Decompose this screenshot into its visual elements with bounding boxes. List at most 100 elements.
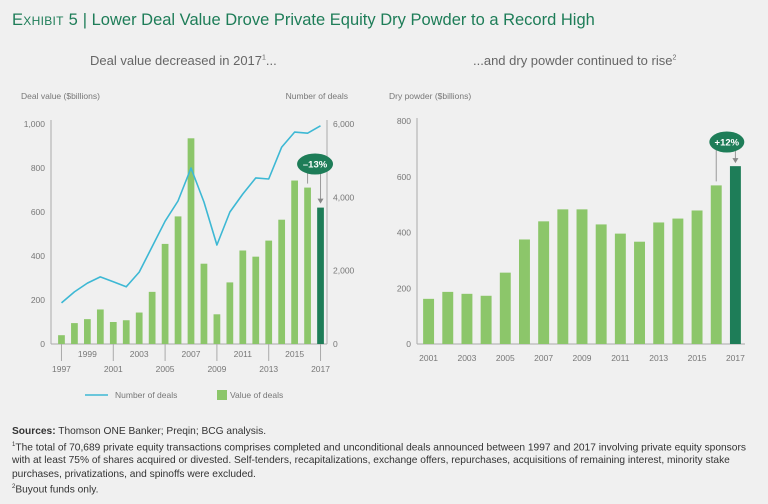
x-tick-label: 2007: [182, 349, 201, 359]
dry-powder-x-tick-label: 2013: [649, 353, 668, 363]
dry-powder-y-tick-label: 0: [406, 339, 411, 349]
x-tick-label: 2001: [104, 364, 123, 374]
bar-dry-powder: [595, 224, 607, 344]
dry-powder-y-tick-label: 200: [397, 283, 411, 293]
x-tick-label: 1999: [78, 349, 97, 359]
dry-powder-x-tick-label: 2003: [457, 353, 476, 363]
bar-dry-powder: [538, 221, 550, 344]
right-y-tick-label: 4,000: [333, 192, 355, 202]
bar-value-of-deals: [226, 282, 234, 344]
legend-label-number-of-deals: Number of deals: [115, 390, 177, 400]
footnote-2: 2Buyout funds only.: [12, 481, 757, 497]
dry-powder-x-tick-label: 2015: [688, 353, 707, 363]
x-tick-label: 2005: [156, 364, 175, 374]
bar-dry-powder: [442, 291, 454, 344]
bar-value-of-deals: [109, 322, 117, 344]
x-tick-label: 2015: [285, 349, 304, 359]
dry-powder-y-tick-label: 600: [397, 172, 411, 182]
right-y-tick-label: 6,000: [333, 119, 355, 129]
legend: Number of deals Value of deals: [85, 390, 283, 400]
bar-value-of-deals: [135, 312, 143, 344]
right-y-tick-label: 0: [333, 339, 338, 349]
bar-value-of-deals: [239, 250, 247, 344]
bar-dry-powder: [557, 209, 569, 344]
dry-powder-x-tick-label: 2009: [573, 353, 592, 363]
dry-powder-x-tick-label: 2005: [496, 353, 515, 363]
bar-dry-powder: [499, 272, 511, 344]
right-chart-subtitle: ...and dry powder continued to rise2: [473, 53, 676, 68]
legend-label-value-of-deals: Value of deals: [230, 390, 283, 400]
bar-dry-powder: [519, 239, 530, 344]
change-badge: [709, 131, 745, 153]
exhibit-title: Exhibit 5 | Lower Deal Value Drove Priva…: [12, 11, 595, 30]
annotation-arrowhead: [732, 158, 739, 164]
bar-dry-powder: [614, 233, 626, 344]
left-y-axis-title: Deal value ($billions): [21, 91, 100, 101]
bar-dry-powder: [729, 166, 741, 344]
right-subtitle-text: ...and dry powder continued to rise: [473, 53, 673, 68]
line-number-of-deals: [60, 125, 321, 304]
legend-bar-swatch: [217, 390, 227, 400]
x-tick-label: 2009: [207, 364, 226, 374]
dry-powder-y-tick-label: 800: [397, 116, 411, 126]
bar-value-of-deals: [317, 207, 324, 344]
title-text: Lower Deal Value Drove Private Equity Dr…: [91, 11, 595, 29]
bar-value-of-deals: [291, 180, 298, 344]
x-tick-label: 2003: [130, 349, 149, 359]
dry-powder-y-axis-title: Dry powder ($billions): [389, 91, 471, 101]
bar-value-of-deals: [96, 309, 104, 344]
x-tick-label: 1997: [52, 364, 71, 374]
left-y-tick-label: 600: [31, 207, 45, 217]
bar-dry-powder: [634, 241, 645, 344]
left-subtitle-text: Deal value decreased in 2017: [90, 53, 263, 68]
bar-dry-powder: [480, 295, 492, 344]
title-separator: |: [82, 11, 88, 29]
change-badge-label: +12%: [715, 138, 740, 149]
dry-powder-x-tick-label: 2017: [726, 353, 745, 363]
left-y-tick-label: 800: [31, 163, 45, 173]
x-tick-label: 2013: [259, 364, 278, 374]
right-y-axis-title: Number of deals: [286, 91, 348, 101]
right-subtitle-footnote-ref: 2: [672, 54, 677, 62]
left-y-tick-label: 400: [31, 251, 45, 261]
bar-value-of-deals: [187, 138, 195, 344]
bar-value-of-deals: [278, 219, 286, 344]
bar-value-of-deals: [265, 240, 273, 344]
bar-value-of-deals: [122, 320, 130, 344]
left-chart-subtitle: Deal value decreased in 20171...: [90, 53, 277, 68]
change-badge: [297, 153, 334, 175]
dry-powder-y-tick-label: 400: [397, 228, 411, 238]
annotation-arrowhead: [317, 198, 324, 204]
bar-value-of-deals: [174, 216, 182, 344]
left-y-tick-label: 0: [40, 339, 45, 349]
sources-line: Sources: Thomson ONE Banker; Preqin; BCG…: [12, 425, 757, 439]
footnotes: Sources: Thomson ONE Banker; Preqin; BCG…: [12, 425, 757, 497]
footnote-1-marker: 1: [12, 441, 16, 448]
x-tick-label: 2011: [234, 349, 253, 359]
bar-dry-powder: [691, 210, 703, 344]
x-tick-label: 2017: [311, 364, 330, 374]
dry-powder-x-tick-label: 2011: [611, 353, 630, 363]
charts-canvas: Deal value ($billions) Number of deals D…: [21, 91, 745, 400]
exhibit-number: Exhibit 5: [12, 11, 79, 29]
bar-dry-powder: [710, 185, 722, 344]
deal-value-chart: 0 200 400 600 800 1,000 0 2,000 4,000 6,000 1997 19…: [24, 119, 355, 374]
left-y-tick-label: 1,000: [24, 119, 46, 129]
dry-powder-x-tick-label: 2007: [534, 353, 553, 363]
footnote-2-marker: 2: [12, 484, 16, 491]
right-y-tick-label: 2,000: [333, 266, 355, 276]
bar-dry-powder: [576, 209, 588, 344]
left-subtitle-suffix: ...: [265, 53, 277, 68]
footnote-2-text: Buyout funds only.: [15, 484, 99, 496]
sources-label: Sources:: [12, 426, 56, 437]
bar-value-of-deals: [148, 291, 156, 344]
sources-text: Thomson ONE Banker; Preqin; BCG analysis…: [55, 426, 267, 437]
bar-dry-powder: [461, 293, 473, 344]
bar-value-of-deals: [252, 256, 260, 344]
bar-value-of-deals: [161, 243, 169, 344]
dry-powder-chart: 0 200 400 600 800 2001 2003 2005 2007 2009 2011 201…: [397, 116, 745, 363]
bar-dry-powder: [653, 222, 665, 344]
change-badge-label: –13%: [303, 160, 328, 171]
bar-value-of-deals: [58, 335, 65, 344]
bar-value-of-deals: [304, 187, 311, 344]
